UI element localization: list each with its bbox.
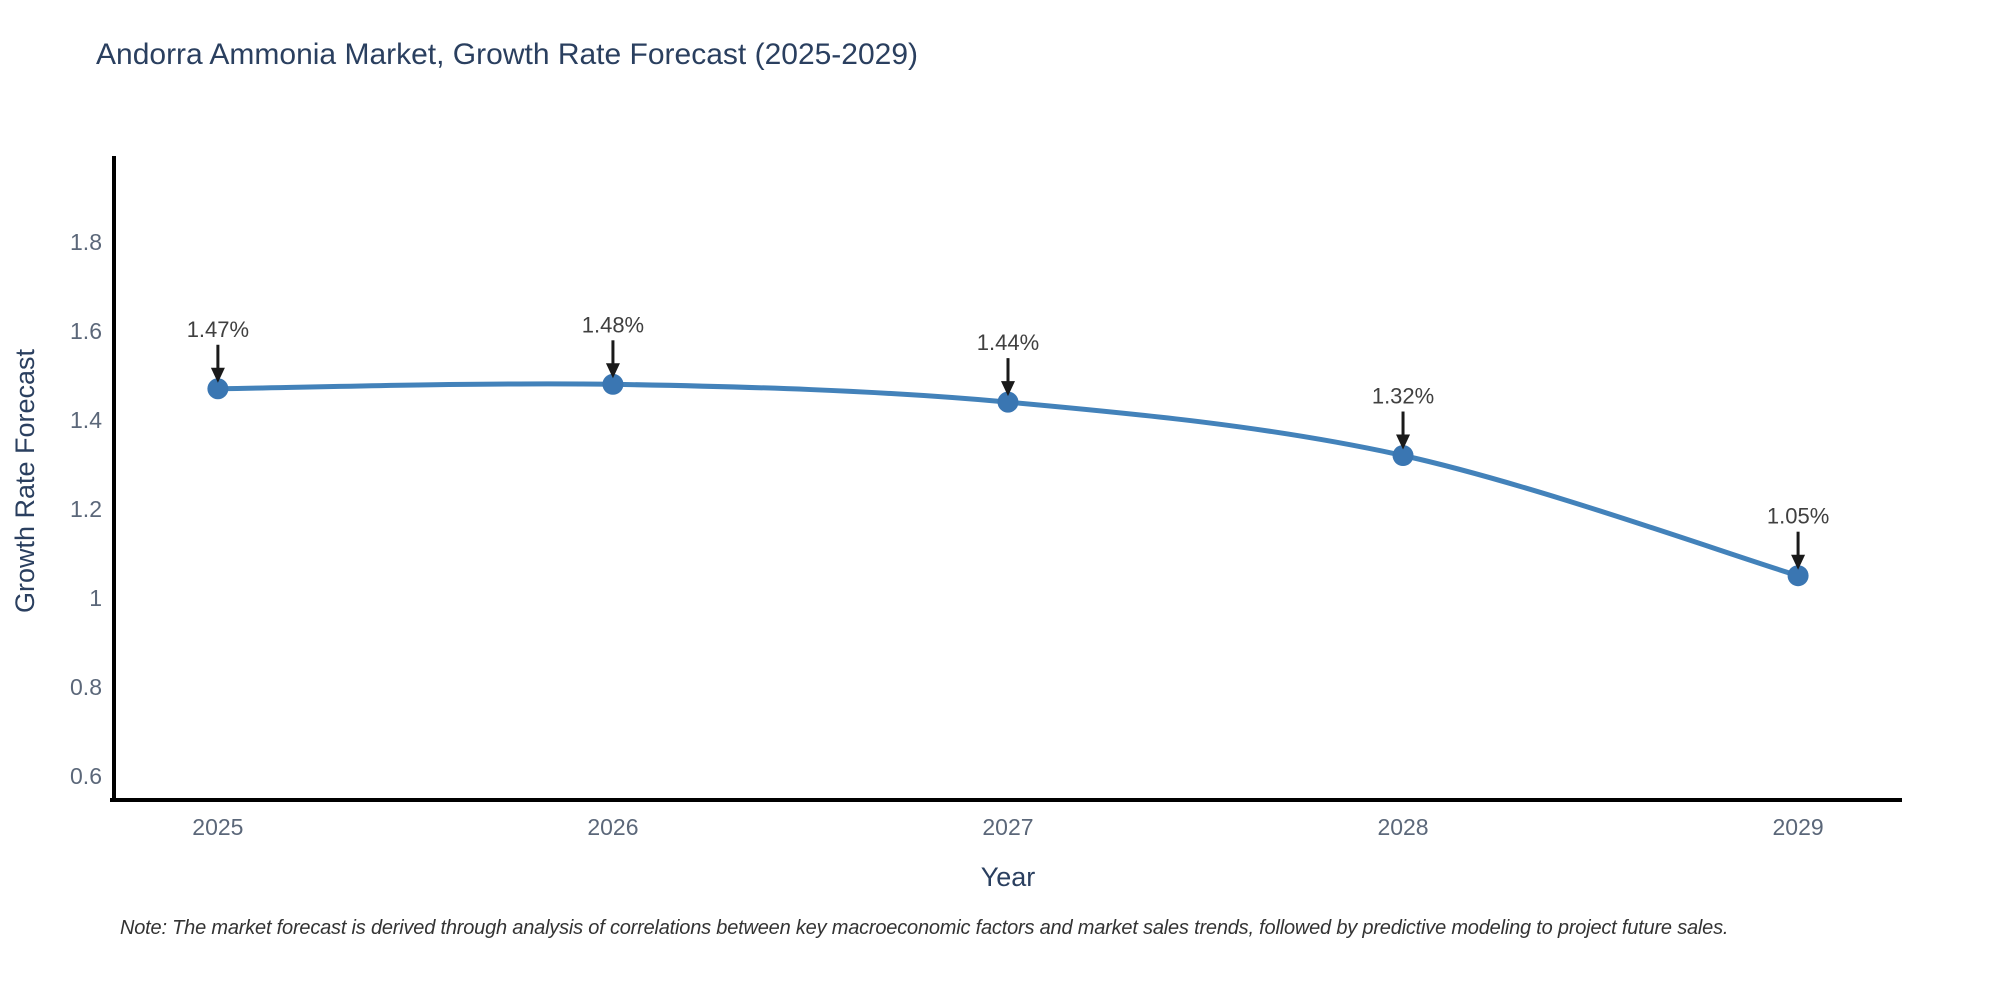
y-tick-label: 1.4 xyxy=(70,407,102,433)
x-tick-label: 2026 xyxy=(587,814,638,840)
data-label-text: 1.44% xyxy=(977,330,1039,355)
data-label: 1.05% xyxy=(1767,504,1829,570)
data-label: 1.44% xyxy=(977,330,1039,397)
y-tick-label: 1 xyxy=(89,585,102,611)
data-point xyxy=(602,373,624,395)
data-point xyxy=(1787,565,1809,587)
y-tick-label: 1.6 xyxy=(70,318,102,344)
annotation-arrowhead-icon xyxy=(1791,554,1806,570)
x-axis-ticks: 2025 2026 2027 2028 2029 xyxy=(192,814,1823,840)
annotation-arrowhead-icon xyxy=(1000,381,1015,397)
annotation-arrowhead-icon xyxy=(1396,434,1411,450)
y-axis-title: Growth Rate Forecast xyxy=(10,348,40,613)
data-label-text: 1.48% xyxy=(582,312,644,337)
y-tick-label: 0.8 xyxy=(70,674,102,700)
data-point xyxy=(207,378,229,400)
data-annotations: 1.47% 1.48% 1.44% 1.32% 1.05% xyxy=(187,312,1829,570)
data-points xyxy=(207,373,1809,587)
data-point xyxy=(997,391,1019,413)
data-label-text: 1.32% xyxy=(1372,384,1434,409)
x-tick-label: 2029 xyxy=(1772,814,1823,840)
data-label-text: 1.05% xyxy=(1767,504,1829,529)
x-tick-label: 2025 xyxy=(192,814,243,840)
data-label: 1.47% xyxy=(187,317,249,383)
data-label: 1.48% xyxy=(582,312,644,379)
data-label: 1.32% xyxy=(1372,384,1434,450)
y-tick-label: 0.6 xyxy=(70,763,102,789)
y-tick-label: 1.2 xyxy=(70,496,102,522)
data-label-text: 1.47% xyxy=(187,317,249,342)
y-tick-label: 1.8 xyxy=(70,229,102,255)
annotation-arrowhead-icon xyxy=(210,367,225,383)
footnote: Note: The market forecast is derived thr… xyxy=(120,917,1729,939)
x-tick-label: 2027 xyxy=(982,814,1033,840)
y-axis-ticks: 0.6 0.8 1 1.2 1.4 1.6 1.8 xyxy=(70,229,102,789)
data-point xyxy=(1392,445,1414,467)
x-tick-label: 2028 xyxy=(1377,814,1428,840)
x-axis-title: Year xyxy=(981,862,1036,892)
chart-title: Andorra Ammonia Market, Growth Rate Fore… xyxy=(96,38,918,71)
annotation-arrowhead-icon xyxy=(605,363,620,379)
